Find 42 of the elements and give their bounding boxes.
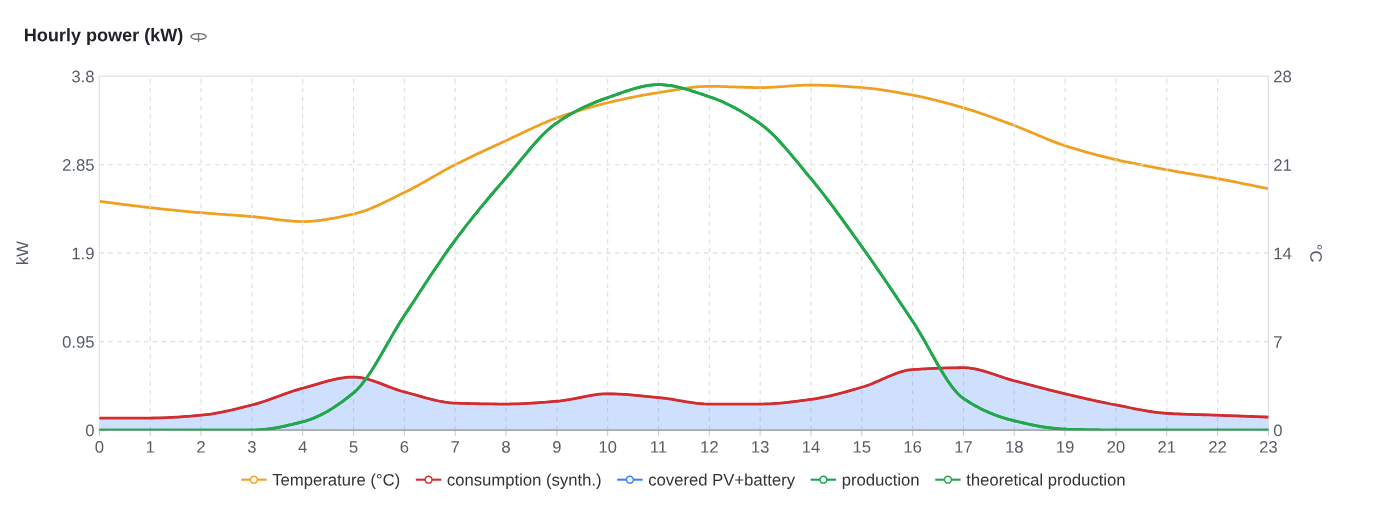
legend-label: production [842, 473, 919, 489]
x-tick-label: 1 [146, 441, 155, 453]
x-tick-label: 12 [701, 440, 718, 453]
x-tick-label: 19 [1057, 440, 1074, 453]
x-tick-label: 16 [904, 440, 922, 453]
x-tick-label: 3 [247, 440, 256, 453]
x-tick-label: 18 [1006, 440, 1023, 453]
legend-label: theoretical production [966, 473, 1125, 489]
y2-tick-label: 28 [1274, 70, 1292, 83]
y-axis-title: kW [16, 241, 29, 265]
x-tick-label: 21 [1158, 440, 1176, 453]
y-tick-label: 0 [85, 424, 94, 437]
x-tick-label: 7 [451, 441, 459, 453]
x-tick-label: 5 [349, 441, 358, 453]
x-tick-label: 10 [599, 440, 617, 453]
y-tick-label: 3.8 [72, 70, 94, 83]
y2-tick-label: 21 [1274, 159, 1291, 171]
x-tick-label: 9 [552, 440, 561, 453]
x-tick-label: 6 [400, 440, 409, 453]
x-tick-label: 8 [502, 440, 510, 453]
y2-tick-label: 0 [1273, 424, 1282, 437]
y-tick-label: 1.9 [72, 247, 94, 260]
x-tick-label: 17 [955, 441, 972, 453]
x-tick-label: 14 [802, 441, 820, 453]
y-tick-label: 2.85 [62, 159, 94, 171]
y2-axis-title: °C [1310, 244, 1322, 262]
legend-label: Temperature (°C) [272, 473, 400, 489]
legend-label: consumption (synth.) [447, 473, 601, 489]
y-tick-label: 0.95 [62, 336, 94, 348]
x-tick-label: 11 [651, 441, 667, 453]
y2-tick-label: 7 [1274, 336, 1282, 348]
x-tick-label: 4 [298, 441, 307, 453]
x-tick-label: 15 [853, 441, 871, 453]
x-tick-label: 0 [95, 440, 104, 453]
x-tick-label: 2 [197, 440, 205, 453]
chart-title: Hourly power (kW) [25, 28, 183, 45]
x-tick-label: 23 [1259, 440, 1277, 453]
x-tick-label: 22 [1209, 440, 1227, 453]
x-tick-label: 20 [1107, 440, 1125, 453]
y2-tick-label: 14 [1274, 247, 1292, 260]
x-tick-label: 13 [752, 440, 769, 453]
legend-label: covered PV+battery [648, 473, 796, 489]
